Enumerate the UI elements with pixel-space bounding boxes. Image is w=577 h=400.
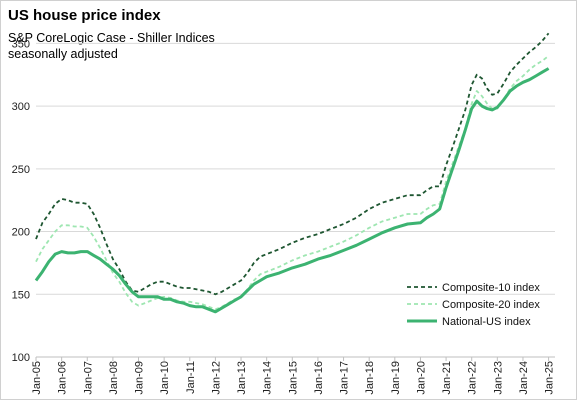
x-tick-label: Jan-17 <box>339 361 351 395</box>
x-tick-label: Jan-23 <box>492 361 504 395</box>
chart-title: US house price index <box>8 7 161 24</box>
series-line-3 <box>34 67 550 314</box>
x-tick-label: Jan-24 <box>518 361 530 395</box>
x-tick-label: Jan-05 <box>31 361 43 395</box>
y-tick-label: 200 <box>12 227 30 239</box>
x-tick-label: Jan-18 <box>364 361 376 395</box>
series-line-1 <box>35 32 550 296</box>
x-tick-label: Jan-07 <box>82 361 94 395</box>
x-tick-label: Jan-11 <box>185 361 197 394</box>
x-tick-label: Jan-12 <box>210 361 222 395</box>
x-tick-label: Jan-22 <box>467 361 479 395</box>
x-tick-label: Jan-19 <box>390 361 402 395</box>
y-tick-label: 300 <box>12 101 30 113</box>
y-tick-label: 100 <box>12 352 30 364</box>
x-tick-label: Jan-08 <box>108 361 120 395</box>
series-lines <box>34 32 550 314</box>
chart-subtitle-line-1: S&P CoreLogic Case - Shiller Indices <box>8 31 215 45</box>
y-axis-tick-labels: 100 150 200 250 300 350 <box>12 38 30 364</box>
x-tick-label: Jan-16 <box>313 361 325 395</box>
legend-label-3: National-US index <box>442 316 531 328</box>
x-axis-tick-labels: Jan-05 Jan-06 Jan-07 Jan-08 Jan-09 Jan-10 Jan-… <box>31 357 556 395</box>
x-tick-label: Jan-25 <box>544 361 556 395</box>
gridlines <box>36 42 555 295</box>
y-tick-label: 250 <box>12 164 30 176</box>
x-tick-label: Jan-10 <box>159 361 171 395</box>
legend: Composite-10 index Composite-20 index Nati… <box>407 282 540 328</box>
x-tick-label: Jan-15 <box>287 361 299 395</box>
x-tick-label: Jan-20 <box>415 361 427 395</box>
legend-label-1: Composite-10 index <box>442 282 540 294</box>
legend-label-2: Composite-20 index <box>442 299 540 311</box>
x-tick-label: Jan-14 <box>262 361 274 395</box>
x-tick-label: Jan-13 <box>236 361 248 395</box>
y-tick-label: 350 <box>12 38 30 50</box>
x-tick-label: Jan-09 <box>134 361 146 395</box>
y-tick-label: 150 <box>12 289 30 301</box>
chart-subtitle-line-2: seasonally adjusted <box>8 47 118 61</box>
x-tick-label: Jan-06 <box>57 361 69 395</box>
x-tick-label: Jan-21 <box>441 361 453 395</box>
